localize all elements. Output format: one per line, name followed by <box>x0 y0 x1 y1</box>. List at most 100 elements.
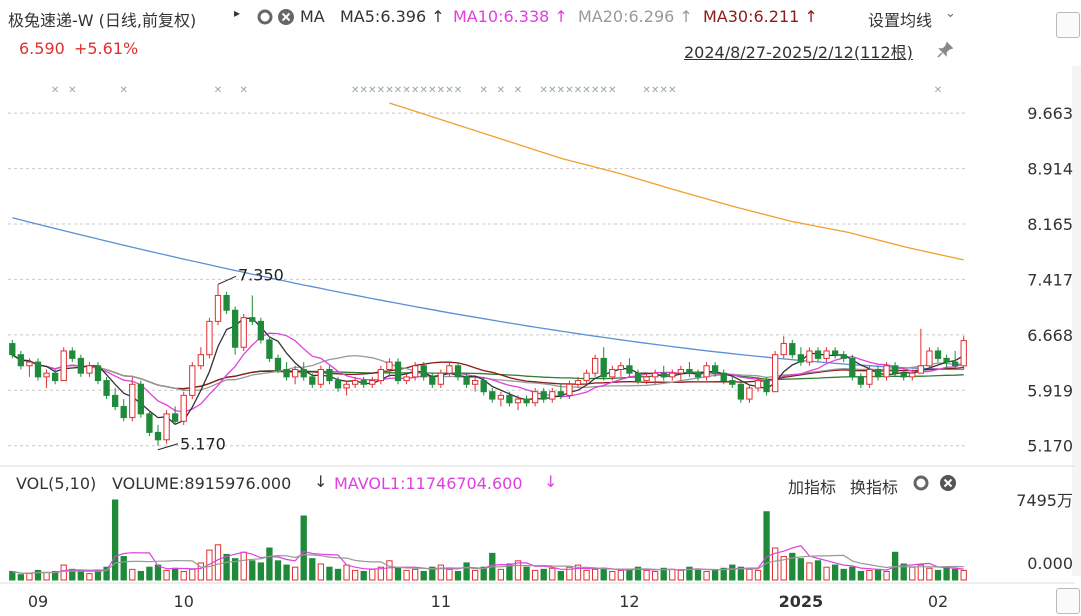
candle-body <box>180 394 187 422</box>
candle-body <box>591 357 599 374</box>
volume-bar <box>403 569 410 581</box>
volume-bar <box>643 569 650 581</box>
candle-body <box>557 391 565 396</box>
volume-bar <box>120 556 127 581</box>
volume-bar <box>446 568 453 581</box>
volume-bar <box>891 551 899 581</box>
y-tick-label: 8.165 <box>1027 215 1073 234</box>
volume-bar <box>394 567 402 581</box>
low-annotation: 5.170 <box>180 435 226 454</box>
volume-bar <box>583 569 590 581</box>
switch-indicator-button[interactable]: 换指标 <box>850 478 899 497</box>
candle-body <box>857 376 865 385</box>
close-icon[interactable] <box>277 8 295 26</box>
volume-bar <box>489 552 496 581</box>
event-marker: ✕ <box>608 85 616 96</box>
stock-title[interactable]: 极兔速递-W (日线,前复权) <box>8 11 197 30</box>
ma20-legend: MA20:6.296 ↑ <box>578 7 693 26</box>
candle-body <box>214 294 222 322</box>
volume-bar <box>737 566 745 581</box>
volume-bar <box>463 562 470 581</box>
volume-bar <box>129 568 136 581</box>
event-marker: ✕ <box>480 85 488 96</box>
down-arrow-icon: ↓ <box>314 472 328 491</box>
mavol5-line <box>12 545 964 574</box>
vol-label: VOL(5,10) <box>16 474 97 493</box>
event-marker: ✕ <box>120 85 128 96</box>
pin-icon[interactable] <box>936 41 954 59</box>
date-range[interactable]: 2024/8/27-2025/2/12(112根) <box>684 43 913 62</box>
volume-bar <box>677 569 685 581</box>
candle-body <box>189 365 196 396</box>
candle-body <box>643 376 650 382</box>
candle-body <box>471 380 479 385</box>
candle-body <box>463 376 470 385</box>
candle-body <box>531 391 539 404</box>
vol-tick-label: 0.000 <box>1027 554 1073 573</box>
add-indicator-button[interactable]: 加指标 <box>788 478 837 497</box>
volume-bar <box>960 569 967 581</box>
volume-bar <box>866 569 873 581</box>
volume-bar <box>883 570 890 581</box>
volume-bar <box>94 569 102 581</box>
candle-body <box>677 368 685 374</box>
volume-bar <box>77 570 85 581</box>
settings-ma-button[interactable]: 设置均线 <box>868 11 933 30</box>
gear-icon[interactable] <box>256 8 274 26</box>
volume-bar <box>789 552 796 581</box>
event-marker: ✕ <box>445 85 453 96</box>
scroll-down-button[interactable] <box>1056 588 1080 614</box>
gear-icon[interactable] <box>912 474 930 492</box>
volume-value: VOLUME:8915976.000 <box>112 474 292 493</box>
candle-body <box>917 365 925 374</box>
volume-bar <box>163 569 170 581</box>
candle-body <box>831 350 839 356</box>
candle-body <box>86 365 93 374</box>
event-marker: ✕ <box>642 85 650 96</box>
volume-bar <box>609 570 616 581</box>
event-marker: ✕ <box>368 85 376 96</box>
candle-body <box>771 354 779 393</box>
event-marker: ✕ <box>574 85 582 96</box>
candle-body <box>729 380 736 385</box>
candle-body <box>660 372 667 378</box>
candle-body <box>446 365 453 374</box>
ma30-line <box>11 354 964 390</box>
candle-body <box>420 365 427 378</box>
candle-body <box>334 380 342 389</box>
candle-body <box>634 372 642 382</box>
candle-body <box>874 368 882 378</box>
scroll-up-button[interactable] <box>1056 12 1080 38</box>
candle-body <box>351 380 359 385</box>
candle-body <box>60 350 67 382</box>
candle-body <box>583 372 590 382</box>
candle-body <box>94 365 102 382</box>
volume-bar <box>703 570 710 581</box>
candle-body <box>934 350 942 359</box>
volume-bar <box>103 566 110 581</box>
vertical-scrollbar[interactable] <box>1072 66 1081 576</box>
candle-body <box>394 361 402 382</box>
volume-bar <box>137 570 145 581</box>
candle-body <box>763 380 770 393</box>
candle-body <box>840 354 847 359</box>
event-marker: ✕ <box>377 85 385 96</box>
volume-bar <box>420 570 427 581</box>
caret-right-icon[interactable]: ▸ <box>234 6 241 20</box>
volume-bar <box>763 511 770 581</box>
volume-bar <box>171 567 179 581</box>
y-tick-label: 5.919 <box>1027 381 1073 400</box>
volume-bar <box>429 566 436 581</box>
close-icon[interactable] <box>939 474 957 492</box>
candle-body <box>651 372 659 378</box>
chevron-down-icon[interactable]: ⌄ <box>945 6 956 21</box>
volume-bar <box>874 568 882 581</box>
ma5-line <box>11 317 965 426</box>
volume-bar <box>197 562 205 581</box>
volume-bar <box>540 568 547 581</box>
candle-body <box>369 380 376 385</box>
candle-body <box>506 394 513 404</box>
volume-bar <box>17 574 25 581</box>
candle-body <box>703 365 710 378</box>
